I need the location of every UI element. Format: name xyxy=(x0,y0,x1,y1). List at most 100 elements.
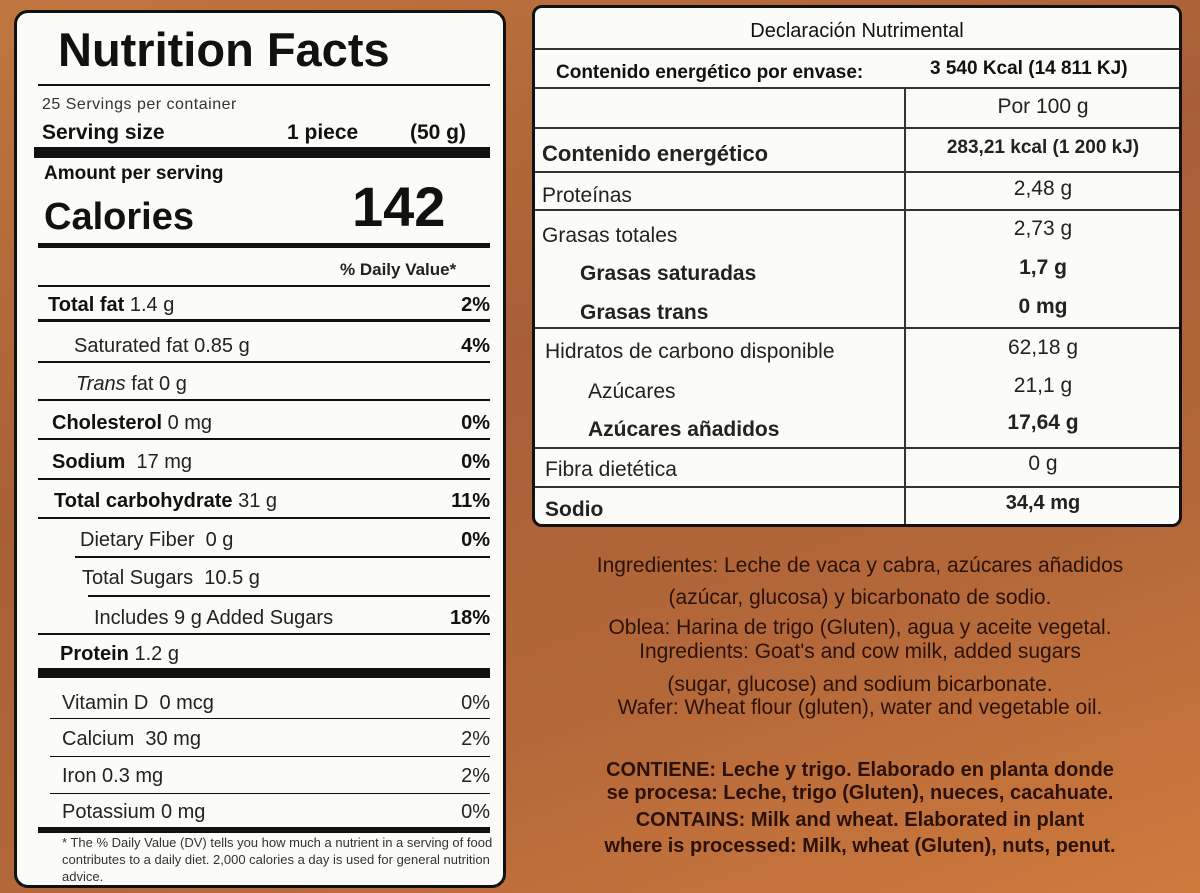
ingredients-line: Wafer: Wheat flour (gluten), water and v… xyxy=(617,696,1103,719)
row-label: Grasas totales xyxy=(542,224,678,247)
rule xyxy=(38,319,490,322)
ingredients-line: Ingredientes: Leche de vaca y cabra, azú… xyxy=(596,554,1124,577)
footnote: * The % Daily Value (DV) tells you how m… xyxy=(62,835,493,884)
allergens-line: CONTAINS: Milk and wheat. Elaborated in … xyxy=(635,809,1085,831)
vitamin-name: Potassium xyxy=(62,801,156,823)
daily-value-header: % Daily Value* xyxy=(340,260,457,279)
daily-value: 0% xyxy=(461,692,490,714)
daily-value: 2% xyxy=(461,294,490,316)
rule xyxy=(50,756,490,757)
table-line xyxy=(535,209,1179,211)
row-label: Grasas saturadas xyxy=(580,262,757,285)
row-value: 0 g xyxy=(1028,452,1058,475)
daily-value: 4% xyxy=(461,335,490,357)
table-line xyxy=(535,87,1179,89)
rule xyxy=(38,668,490,678)
rule xyxy=(38,361,490,363)
nutrient-name: Includes 9 g Added Sugars xyxy=(94,607,334,629)
row-value: 21,1 g xyxy=(1013,374,1073,397)
row-value: 62,18 g xyxy=(1007,336,1079,359)
nutrient-row: Total fat 1.4 g 2% xyxy=(38,292,490,318)
rule xyxy=(38,827,490,833)
rule xyxy=(38,399,490,401)
row-label: Proteínas xyxy=(542,184,632,207)
row-value: 2,48 g xyxy=(1013,177,1073,200)
row-label: Hidratos de carbono disponible xyxy=(545,340,835,363)
nutrient-name: Protein xyxy=(60,643,129,665)
table-line xyxy=(904,87,906,524)
nutrient-row: Saturated fat 0.85 g 4% xyxy=(38,333,490,359)
nutrient-amount: 1.4 g xyxy=(129,294,175,316)
rule xyxy=(38,478,490,480)
nutrient-name: Total Sugars xyxy=(82,567,194,589)
row-label: Sodio xyxy=(545,498,604,521)
daily-value: 18% xyxy=(449,607,490,629)
nutrient-name: Cholesterol xyxy=(52,412,163,434)
daily-value: 2% xyxy=(461,765,490,787)
row-value: 283,21 kcal (1 200 kJ) xyxy=(946,137,1140,158)
vitamin-name: Calcium xyxy=(62,728,135,750)
table-line xyxy=(535,447,1179,449)
serving-size-amount: 1 piece xyxy=(287,121,359,144)
daily-value: 0% xyxy=(461,412,490,434)
nutrient-row: Total Sugars 10.5 g xyxy=(38,565,490,591)
rule xyxy=(88,595,490,597)
ingredients-line: (sugar, glucose) and sodium bicarbonate. xyxy=(667,673,1053,696)
daily-value: 0% xyxy=(461,529,490,551)
column-header: Por 100 g xyxy=(997,95,1089,118)
row-value: 2,73 g xyxy=(1013,217,1073,240)
nutrient-name: Saturated fat xyxy=(74,335,189,357)
row-value: 17,64 g xyxy=(1007,411,1079,434)
servings: 25 Servings per container xyxy=(42,96,237,113)
rule xyxy=(38,243,490,248)
ingredients-line: Ingredients: Goat's and cow milk, added … xyxy=(639,640,1081,663)
row-value: 1,7 g xyxy=(1019,256,1067,279)
nutrient-amount: 17 mg xyxy=(136,451,193,473)
rule xyxy=(38,633,490,635)
rule xyxy=(38,84,490,86)
row-label: Contenido energético xyxy=(542,141,769,166)
vitamin-amount: 0 mcg xyxy=(159,692,214,714)
energy-per-package-value: 3 540 Kcal (14 811 KJ) xyxy=(930,58,1128,79)
rule xyxy=(34,147,490,158)
rule xyxy=(50,793,490,794)
table-line xyxy=(535,486,1179,488)
allergens-line: CONTIENE: Leche y trigo. Elaborado en pl… xyxy=(606,759,1114,781)
vitamin-amount: 0.3 mg xyxy=(102,765,164,787)
row-label: Azúcares añadidos xyxy=(588,418,780,441)
nutrient-name: Sodium xyxy=(52,451,126,473)
table-line xyxy=(535,327,1179,329)
vitamin-name: Vitamin D xyxy=(62,692,149,714)
row-value: 34,4 mg xyxy=(1005,492,1081,514)
allergens-line: se procesa: Leche, trigo (Gluten), nuece… xyxy=(606,782,1114,804)
vitamin-row: Iron 0.3 mg 2% xyxy=(38,763,490,789)
declaracion-panel xyxy=(532,5,1182,527)
vitamin-row: Vitamin D 0 mcg 0% xyxy=(38,690,490,716)
allergens-line: where is processed: Milk, wheat (Gluten)… xyxy=(604,835,1116,857)
rule xyxy=(38,285,490,287)
energy-per-package-label: Contenido energético por envase: xyxy=(556,62,864,83)
nutrient-amount: 0 g xyxy=(159,373,187,395)
nutrient-name-italic: Trans xyxy=(76,373,126,395)
nutrient-amount: 0 g xyxy=(205,529,234,551)
declaracion-title: Declaración Nutrimental xyxy=(750,20,964,42)
calories-label: Calories xyxy=(44,196,194,238)
amount-per-serving: Amount per serving xyxy=(44,163,224,184)
nutrient-amount: 31 g xyxy=(238,490,278,512)
daily-value: 2% xyxy=(461,728,490,750)
rule xyxy=(75,556,490,558)
vitamin-row: Potassium 0 mg 0% xyxy=(38,799,490,825)
rule xyxy=(38,438,490,440)
nutrient-name: Total fat xyxy=(48,294,125,316)
nutrient-name: Dietary Fiber xyxy=(80,529,195,551)
nutrient-amount: 0.85 g xyxy=(194,335,250,357)
vitamin-amount: 0 mg xyxy=(160,801,206,823)
nutrient-row: Protein 1.2 g xyxy=(38,641,490,667)
vitamin-row: Calcium 30 mg 2% xyxy=(38,726,490,752)
daily-value: 0% xyxy=(461,451,490,473)
table-line xyxy=(535,48,1179,50)
ingredients-line: (azúcar, glucosa) y bicarbonato de sodio… xyxy=(668,586,1052,609)
nutrient-row: Total carbohydrate 31 g 11% xyxy=(38,488,490,514)
vitamin-amount: 30 mg xyxy=(145,728,201,750)
